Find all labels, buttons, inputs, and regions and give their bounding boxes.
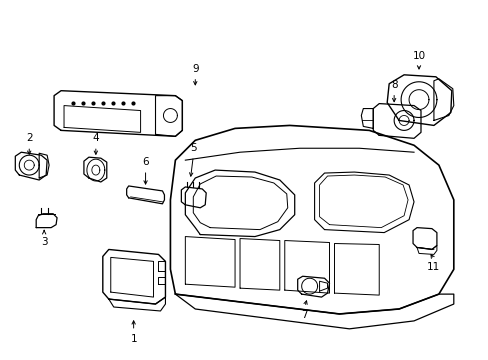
Text: 6: 6 [142,157,148,167]
Text: 2: 2 [26,133,33,143]
Text: 8: 8 [390,80,397,90]
Text: 4: 4 [92,133,99,143]
Text: 7: 7 [301,310,307,320]
Text: 9: 9 [192,64,198,74]
Text: 1: 1 [130,334,137,344]
Text: 3: 3 [41,237,47,247]
Text: 11: 11 [427,262,440,272]
Text: 10: 10 [411,51,425,61]
Text: 5: 5 [190,143,196,153]
